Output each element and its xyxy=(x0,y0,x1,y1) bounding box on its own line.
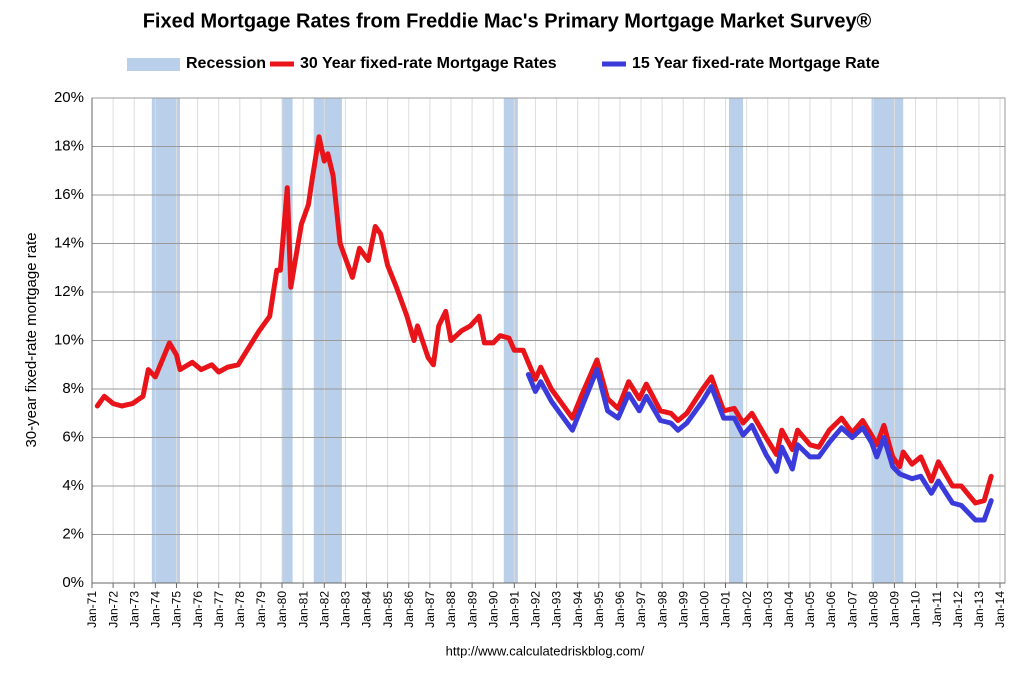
x-tick-label: Jan-80 xyxy=(275,591,289,628)
x-tick-label: Jan-14 xyxy=(993,591,1007,628)
x-tick-label: Jan-97 xyxy=(634,591,648,628)
x-tick-label: Jan-82 xyxy=(317,591,331,628)
y-tick-label: 16% xyxy=(54,186,84,203)
legend-swatch xyxy=(127,58,180,71)
y-tick-label: 20% xyxy=(54,89,84,106)
x-tick-label: Jan-91 xyxy=(507,591,521,628)
x-tick-label: Jan-07 xyxy=(845,591,859,628)
x-tick-label: Jan-96 xyxy=(613,591,627,628)
x-tick-label: Jan-12 xyxy=(951,591,965,628)
x-tick-label: Jan-71 xyxy=(85,591,99,628)
y-axis-label: 30-year fixed-rate mortgage rate xyxy=(23,232,40,447)
x-tick-label: Jan-04 xyxy=(782,591,796,628)
x-tick-label: Jan-83 xyxy=(339,591,353,628)
x-tick-label: Jan-89 xyxy=(465,591,479,628)
source: http://www.calculatedriskblog.com/ xyxy=(446,643,645,658)
y-tick-label: 2% xyxy=(62,525,84,542)
x-tick-label: Jan-99 xyxy=(676,591,690,628)
y-tick-label: 14% xyxy=(54,234,84,251)
x-tick-label: Jan-76 xyxy=(191,591,205,628)
x-tick-label: Jan-11 xyxy=(930,591,944,627)
legend-label: 15 Year fixed-rate Mortgage Rate xyxy=(632,55,880,72)
x-tick-label: Jan-90 xyxy=(486,591,500,628)
y-tick-label: 10% xyxy=(54,331,84,348)
x-tick-label: Jan-74 xyxy=(149,591,163,628)
x-tick-label: Jan-72 xyxy=(106,591,120,628)
x-tick-label: Jan-86 xyxy=(402,591,416,628)
x-tick-label: Jan-94 xyxy=(571,591,585,628)
x-tick-label: Jan-84 xyxy=(360,591,374,628)
x-tick-label: Jan-13 xyxy=(972,591,986,628)
x-tick-label: Jan-10 xyxy=(909,591,923,628)
y-tick-label: 4% xyxy=(62,477,84,494)
chart-title: Fixed Mortgage Rates from Freddie Mac's … xyxy=(143,10,872,32)
x-tick-label: Jan-85 xyxy=(381,591,395,628)
x-tick-label: Jan-00 xyxy=(698,591,712,628)
x-tick-label: Jan-88 xyxy=(444,591,458,628)
x-tick-label: Jan-05 xyxy=(803,591,817,628)
legend-label: Recession xyxy=(186,55,266,72)
x-tick-label: Jan-09 xyxy=(888,591,902,628)
legend-label: 30 Year fixed-rate Mortgage Rates xyxy=(300,55,557,72)
series-line xyxy=(94,134,994,506)
x-tick-label: Jan-73 xyxy=(127,591,141,628)
x-tick-label: Jan-08 xyxy=(866,591,880,628)
x-tick-label: Jan-95 xyxy=(592,591,606,628)
x-tick-label: Jan-02 xyxy=(740,591,754,628)
x-tick-label: Jan-75 xyxy=(170,591,184,628)
x-tick-label: Jan-06 xyxy=(824,591,838,628)
x-tick-label: Jan-79 xyxy=(254,591,268,628)
x-tick-label: Jan-03 xyxy=(761,591,775,628)
series-line xyxy=(525,367,994,523)
x-tick-label: Jan-78 xyxy=(233,591,247,628)
y-tick-label: 6% xyxy=(62,428,84,445)
y-tick-label: 18% xyxy=(54,137,84,154)
x-tick-label: Jan-81 xyxy=(296,591,310,628)
x-tick-label: Jan-92 xyxy=(529,591,543,628)
y-tick-label: 12% xyxy=(54,283,84,300)
x-tick-label: Jan-93 xyxy=(550,591,564,628)
x-tick-label: Jan-87 xyxy=(423,591,437,628)
y-tick-label: 8% xyxy=(62,380,84,397)
x-tick-label: Jan-01 xyxy=(719,591,733,628)
x-tick-label: Jan-77 xyxy=(212,591,226,628)
y-tick-label: 0% xyxy=(62,574,84,591)
x-tick-label: Jan-98 xyxy=(655,591,669,628)
